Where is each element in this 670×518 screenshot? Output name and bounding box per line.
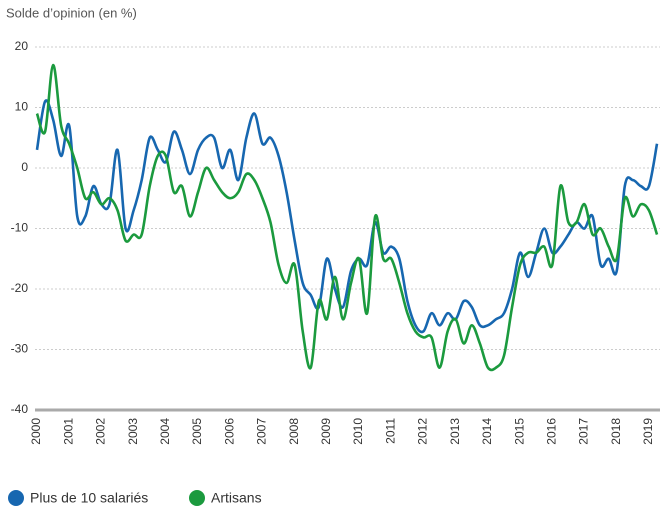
x-tick-label: 2018	[609, 418, 623, 445]
x-tick-label: 2019	[641, 418, 655, 445]
legend-swatch	[8, 490, 24, 506]
y-tick-label: 20	[15, 39, 29, 53]
x-tick-label: 2005	[190, 418, 204, 445]
chart-title: Solde d’opinion (en %)	[6, 5, 137, 20]
y-tick-label: -10	[11, 221, 29, 235]
y-tick-label: -30	[11, 342, 29, 356]
y-tick-label: 10	[15, 100, 29, 114]
legend-label: Artisans	[211, 490, 262, 506]
x-tick-label: 2001	[61, 418, 75, 445]
y-tick-label: -20	[11, 281, 29, 295]
x-tick-label: 2006	[222, 418, 236, 445]
x-tick-label: 2014	[480, 418, 494, 445]
x-tick-label: 2011	[383, 418, 397, 444]
x-tick-label: 2010	[351, 418, 365, 445]
legend-swatch	[189, 490, 205, 506]
y-tick-label: 0	[21, 160, 28, 174]
x-tick-label: 2003	[126, 418, 140, 445]
x-tick-label: 2000	[29, 418, 43, 445]
x-tick-label: 2012	[416, 418, 430, 445]
x-tick-label: 2009	[319, 418, 333, 445]
y-tick-label: -40	[11, 402, 29, 416]
x-tick-label: 2007	[255, 418, 269, 445]
x-tick-label: 2008	[287, 418, 301, 445]
x-tick-label: 2016	[544, 418, 558, 445]
x-tick-label: 2015	[512, 418, 526, 445]
legend-label: Plus de 10 salariés	[30, 490, 148, 506]
x-tick-label: 2002	[94, 418, 108, 445]
data-line	[35, 63, 659, 372]
x-tick-label: 2013	[448, 418, 462, 445]
x-tick-label: 2017	[577, 418, 591, 445]
x-tick-label: 2004	[158, 418, 172, 445]
